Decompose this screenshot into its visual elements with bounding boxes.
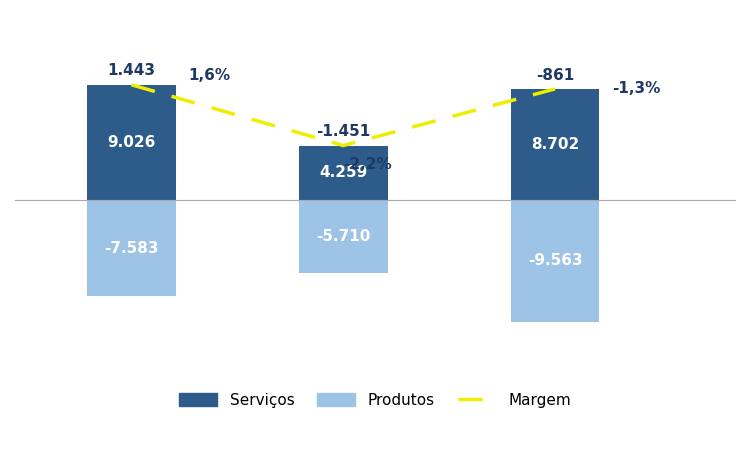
Text: 1.443: 1.443	[107, 64, 155, 78]
Bar	[298, 146, 388, 200]
Bar	[87, 85, 176, 200]
Text: -1.451: -1.451	[316, 124, 370, 139]
Text: 4.259: 4.259	[319, 165, 368, 180]
Bar	[511, 89, 599, 200]
Legend: Serviços, Produtos, Margem: Serviços, Produtos, Margem	[173, 387, 577, 414]
Text: -7.583: -7.583	[104, 241, 159, 256]
Text: -2,2%: -2,2%	[344, 157, 392, 172]
Bar	[87, 200, 176, 296]
Text: -861: -861	[536, 68, 574, 83]
Text: -1,3%: -1,3%	[612, 81, 661, 97]
Text: 8.702: 8.702	[531, 137, 579, 152]
Text: -9.563: -9.563	[528, 253, 582, 268]
Text: 9.026: 9.026	[107, 135, 156, 150]
Bar	[298, 200, 388, 272]
Text: 1,6%: 1,6%	[189, 69, 231, 83]
Text: -5.710: -5.710	[316, 229, 370, 244]
Bar	[511, 200, 599, 322]
